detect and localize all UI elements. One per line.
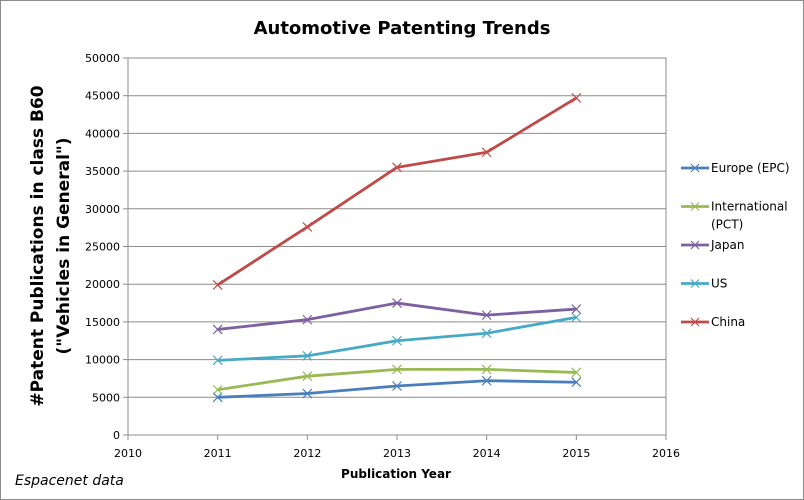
data-point-china — [302, 221, 313, 232]
x-tick-label: 2013 — [383, 447, 411, 460]
y-tick-label: 45000 — [85, 90, 120, 103]
y-tick-label: 5000 — [92, 391, 120, 404]
legend-label-japan: Japan — [710, 238, 744, 252]
x-tick-label: 2011 — [204, 447, 232, 460]
chart-title: Automotive Patenting Trends — [254, 18, 551, 39]
data-point-international-pct — [481, 364, 492, 375]
data-point-us — [302, 350, 313, 361]
y-axis-ticks: 0 5000 10000 15000 20000 25000 30000 35000 40000… — [85, 52, 128, 442]
data-point-international-pct — [302, 371, 313, 382]
series-line-europe-epc — [217, 379, 577, 399]
legend-marker-international-pct — [690, 202, 700, 211]
y-tick-label: 25000 — [85, 241, 120, 254]
y-tick-label: 10000 — [85, 354, 120, 367]
x-tick-label: 2015 — [562, 447, 590, 460]
y-tick-label: 15000 — [85, 316, 120, 329]
data-point-us — [392, 335, 402, 346]
legend: Europe (EPC) International (PCT) Japan US Chi… — [681, 161, 790, 329]
legend-label-international-pct: International — [711, 200, 788, 214]
data-point-china — [212, 280, 223, 290]
y-tick-label: 50000 — [85, 52, 120, 65]
data-point-us — [481, 328, 492, 339]
gridlines — [128, 57, 666, 398]
legend-marker-us — [690, 279, 700, 288]
legend-label-us: US — [711, 277, 727, 291]
data-point-japan — [481, 310, 492, 321]
data-point-china — [392, 162, 402, 173]
y-tick-label: 20000 — [85, 278, 120, 291]
y-axis-label: #Patent Publications in class B60 ("Vehi… — [28, 85, 74, 406]
data-point-japan — [392, 298, 402, 308]
data-point-china — [571, 93, 582, 103]
data-point-europe-epc — [571, 377, 582, 388]
y-tick-label: 0 — [113, 429, 120, 442]
legend-marker-europe-epc — [690, 163, 700, 173]
data-point-us — [212, 355, 223, 366]
data-point-international-pct — [571, 367, 582, 378]
x-tick-label: 2016 — [652, 447, 680, 460]
data-point-europe-epc — [302, 388, 313, 399]
data-point-europe-epc — [212, 392, 223, 403]
data-point-international-pct — [212, 384, 223, 395]
data-point-international-pct — [392, 364, 402, 375]
x-axis-ticks: 2010 2011 2012 2013 2014 2015 2016 — [114, 435, 680, 460]
y-tick-label: 35000 — [85, 165, 120, 178]
data-point-us — [571, 312, 582, 323]
data-point-japan — [212, 324, 223, 335]
legend-label-china: China — [711, 315, 745, 329]
y-axis-label-line-1: #Patent Publications in class B60 — [28, 85, 48, 406]
x-axis-label: Publication Year — [341, 467, 451, 481]
legend-label-europe-epc: Europe (EPC) — [711, 161, 790, 175]
y-axis-label-line-2: ("Vehicles in General") — [54, 137, 74, 354]
data-point-china — [481, 147, 492, 158]
y-tick-label: 30000 — [85, 203, 120, 216]
data-point-europe-epc — [481, 375, 492, 386]
data-point-japan — [302, 314, 313, 325]
x-tick-label: 2010 — [114, 447, 142, 460]
data-point-japan — [571, 304, 582, 315]
series-line-china — [216, 96, 578, 287]
legend-label-international-pct: (PCT) — [711, 218, 743, 232]
source-note: Espacenet data — [15, 473, 124, 489]
series-group — [212, 93, 582, 403]
data-point-europe-epc — [392, 381, 402, 391]
y-tick-label: 40000 — [85, 127, 120, 140]
legend-marker-japan — [690, 240, 700, 250]
legend-marker-china — [690, 317, 700, 327]
x-tick-label: 2014 — [473, 447, 501, 460]
x-tick-label: 2012 — [293, 447, 321, 460]
